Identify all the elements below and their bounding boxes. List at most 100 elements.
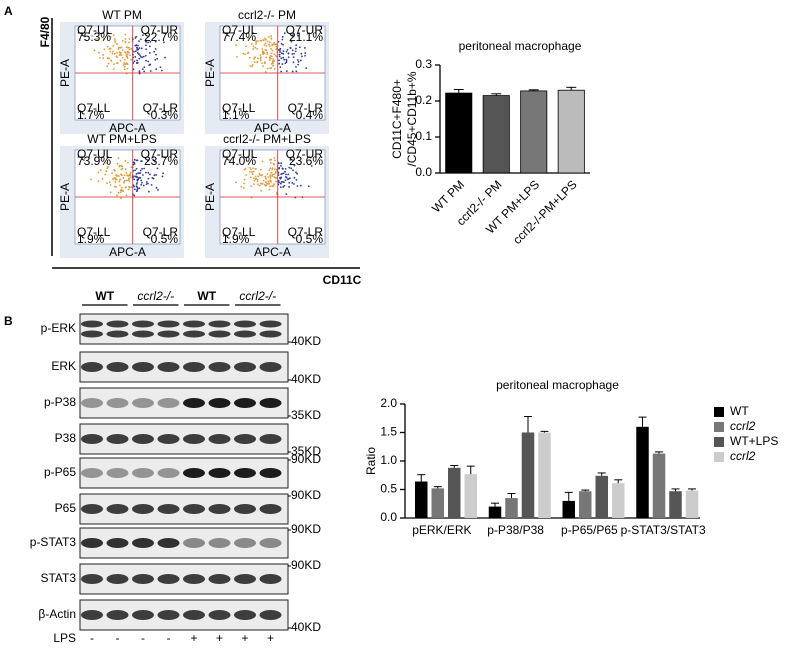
event-dot (267, 176, 270, 179)
event-dot (293, 176, 296, 179)
event-dot (102, 54, 104, 56)
row-label: STAT3 (40, 571, 76, 585)
event-dot (293, 164, 296, 167)
size-marker: 90KD (291, 558, 321, 572)
event-dot (277, 179, 280, 182)
event-dot (267, 180, 270, 183)
event-dot (156, 57, 159, 60)
quadrant-name: Q7-UL (77, 23, 113, 37)
event-dot (123, 68, 126, 71)
event-dot (269, 177, 272, 179)
event-dot (147, 159, 149, 162)
event-dot (264, 42, 267, 45)
event-dot (295, 171, 297, 174)
event-dot (134, 50, 137, 53)
event-dot (297, 60, 300, 63)
event-dot (112, 178, 114, 180)
event-dot (140, 160, 143, 162)
event-dot (293, 52, 295, 55)
x-tick-label: p-STAT3/STAT3 (621, 523, 706, 537)
event-dot (147, 41, 149, 44)
row-label: p-ERK (41, 321, 76, 335)
event-dot (268, 59, 271, 61)
event-dot (142, 34, 144, 37)
event-dot (114, 185, 116, 188)
blot-band (106, 504, 129, 514)
size-marker: 40KD (291, 372, 321, 386)
event-dot (271, 185, 273, 188)
event-dot (130, 166, 133, 169)
event-dot (135, 35, 138, 38)
event-dot (123, 179, 126, 182)
event-dot (141, 56, 144, 59)
blot-band (157, 468, 180, 478)
event-dot (147, 190, 150, 193)
event-dot (250, 185, 252, 188)
event-dot (125, 46, 128, 48)
event-dot (117, 191, 120, 194)
blot-band (132, 610, 154, 620)
event-dot (269, 67, 272, 70)
event-dot (104, 173, 107, 176)
event-dot (256, 57, 259, 60)
event-dot (260, 174, 263, 177)
event-dot (289, 47, 292, 49)
event-dot (285, 70, 288, 72)
event-dot (96, 38, 98, 40)
quadrant-percent: 74.0% (222, 154, 256, 168)
event-dot (129, 176, 132, 179)
event-dot (256, 60, 259, 63)
event-dot (116, 51, 118, 54)
event-dot (137, 53, 140, 55)
blot-band (259, 434, 282, 444)
event-dot (121, 39, 124, 42)
event-dot (265, 56, 268, 59)
event-dot (118, 165, 121, 168)
event-dot (252, 170, 255, 173)
event-dot (108, 181, 111, 184)
event-dot (269, 161, 272, 164)
event-dot (261, 48, 264, 50)
event-dot (253, 61, 256, 63)
quadrant-percent: 1.1% (222, 108, 250, 122)
event-dot (273, 156, 276, 159)
event-dot (285, 176, 288, 179)
event-dot (133, 158, 136, 161)
event-dot (147, 171, 150, 174)
event-dot (270, 35, 273, 37)
event-dot (295, 178, 298, 181)
blot-band (234, 320, 256, 328)
event-dot (123, 174, 126, 177)
event-dot (107, 165, 110, 168)
event-dot (279, 177, 282, 180)
size-marker: 90KD (291, 452, 321, 466)
event-dot (143, 70, 146, 73)
event-dot (270, 158, 273, 161)
event-dot (271, 173, 274, 176)
lps-sign: + (241, 631, 248, 645)
event-dot (245, 174, 248, 176)
event-dot (136, 186, 139, 189)
event-dot (281, 173, 283, 175)
blot-band (81, 574, 103, 584)
event-dot (260, 39, 263, 42)
event-dot (289, 158, 292, 161)
event-dot (266, 173, 269, 175)
event-dot (272, 62, 274, 65)
event-dot (284, 170, 286, 173)
blot-band (259, 538, 282, 548)
event-dot (154, 40, 157, 43)
event-dot (264, 175, 267, 178)
event-dot (117, 175, 120, 177)
event-dot (259, 57, 262, 60)
event-dot (129, 171, 132, 174)
blot-band (106, 398, 129, 408)
row-label: p-STAT3 (30, 535, 77, 549)
event-dot (279, 47, 282, 50)
event-dot (139, 55, 142, 58)
event-dot (145, 181, 148, 183)
event-dot (268, 43, 270, 46)
event-dot (252, 177, 255, 180)
event-dot (268, 56, 271, 59)
blot-band (183, 538, 205, 548)
